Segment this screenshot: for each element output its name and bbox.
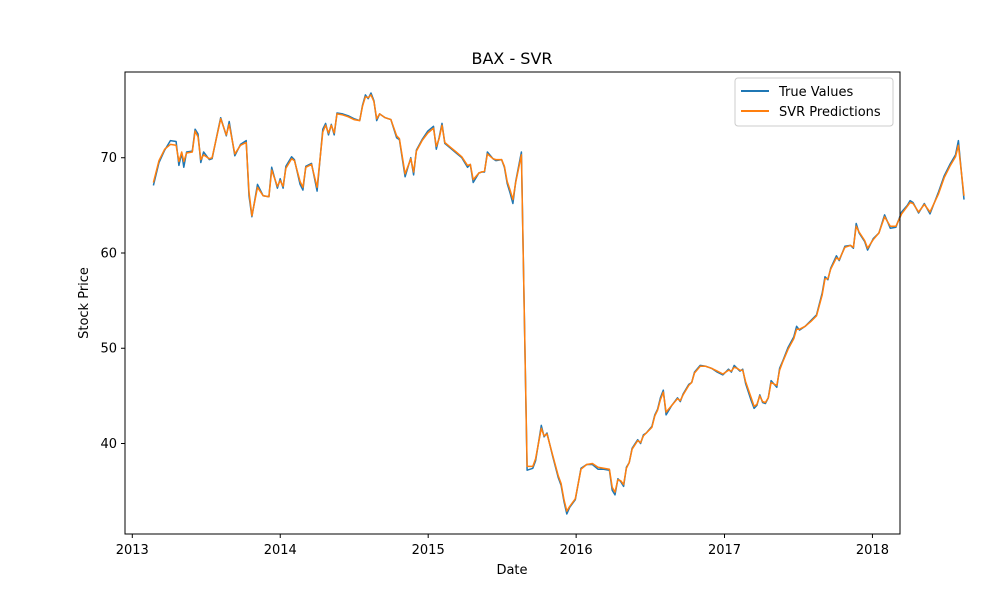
legend: True Values SVR Predictions <box>734 77 894 127</box>
x-axis-title: Date <box>496 563 527 578</box>
x-tick-label: 2017 <box>708 543 741 558</box>
y-tick-label: 50 <box>100 342 117 357</box>
y-tick-label: 70 <box>100 151 117 166</box>
legend-label: SVR Predictions <box>779 105 881 120</box>
plot-area <box>152 92 965 515</box>
x-tick-label: 2018 <box>856 543 889 558</box>
legend-box <box>734 77 894 127</box>
y-axis: 40 50 60 70 <box>100 151 125 452</box>
y-tick-label: 40 <box>100 437 117 452</box>
x-tick-label: 2014 <box>264 543 297 558</box>
x-axis: 2013 2014 2015 2016 2017 2018 <box>116 534 889 558</box>
x-tick-label: 2015 <box>412 543 445 558</box>
series-line-svr-predictions <box>152 94 965 512</box>
x-tick-label: 2013 <box>116 543 149 558</box>
x-tick-label: 2016 <box>560 543 593 558</box>
y-tick-label: 60 <box>100 246 117 261</box>
axes-frame <box>124 71 901 535</box>
chart-title: BAX - SVR <box>471 49 552 68</box>
y-axis-title: Stock Price <box>77 267 92 339</box>
legend-label: True Values <box>778 85 853 100</box>
